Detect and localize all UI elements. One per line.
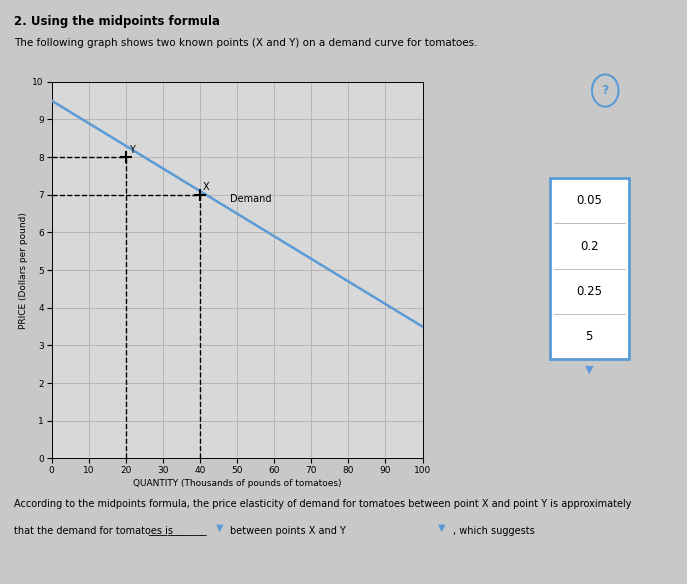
Text: 0.05: 0.05 (576, 194, 602, 207)
Text: 0.25: 0.25 (576, 285, 602, 298)
Text: Demand: Demand (229, 193, 271, 204)
Text: According to the midpoints formula, the price elasticity of demand for tomatoes : According to the midpoints formula, the … (14, 499, 631, 509)
Y-axis label: PRICE (Dollars per pound): PRICE (Dollars per pound) (19, 211, 28, 329)
Text: , which suggests: , which suggests (453, 526, 535, 536)
X-axis label: QUANTITY (Thousands of pounds of tomatoes): QUANTITY (Thousands of pounds of tomatoe… (133, 479, 341, 488)
Text: that the demand for tomatoes is: that the demand for tomatoes is (14, 526, 172, 536)
Text: ?: ? (602, 84, 609, 97)
Text: ▼: ▼ (216, 523, 224, 533)
Text: 2. Using the midpoints formula: 2. Using the midpoints formula (14, 15, 220, 27)
Text: The following graph shows two known points (X and Y) on a demand curve for tomat: The following graph shows two known poin… (14, 38, 477, 48)
Text: 5: 5 (585, 330, 593, 343)
Text: Y: Y (128, 145, 135, 155)
Text: ▼: ▼ (585, 365, 593, 375)
Text: X: X (203, 182, 210, 192)
Text: ____________: ____________ (148, 526, 206, 536)
Text: ▼: ▼ (438, 523, 446, 533)
Text: between points X and Y: between points X and Y (230, 526, 346, 536)
Text: 0.2: 0.2 (580, 239, 598, 252)
